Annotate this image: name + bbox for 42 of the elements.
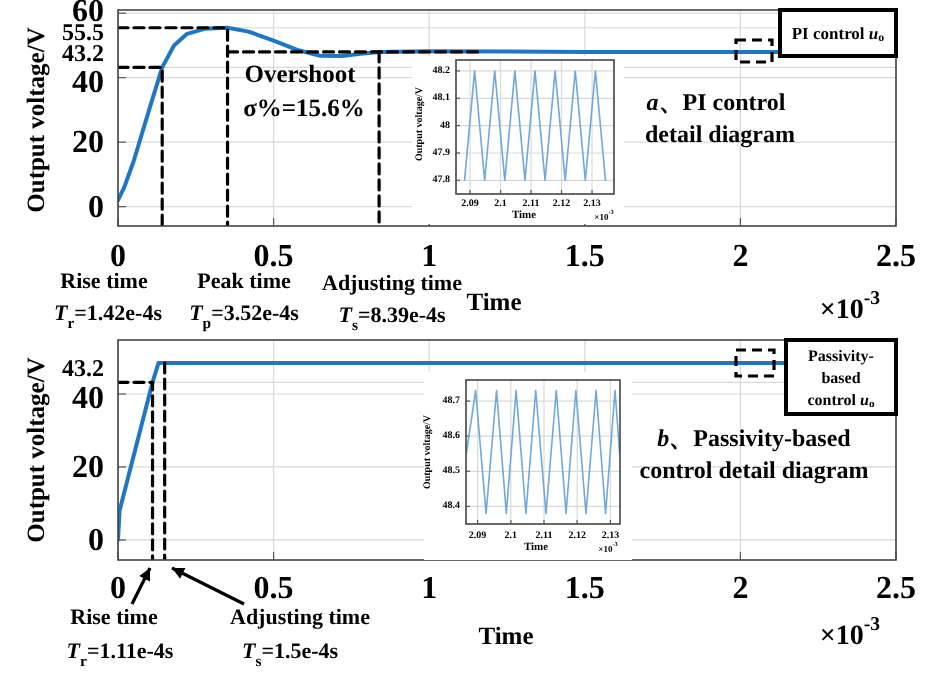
x-tick-label: 2.5 [876,239,916,273]
annotation: detail diagram [645,120,795,148]
text: T$_{s}$=8.39e-4s [338,304,447,334]
annotation: a、PI control [646,88,787,116]
y-tick-label: 20 [72,449,104,484]
annotation: Overshoot [244,60,358,88]
x-tick-label: 0.5 [253,571,294,605]
text: Adjusting time [230,606,371,630]
x-tick-label: 0.5 [253,239,294,273]
series-label: Passivity-based control u$_{o}$ [807,346,875,411]
y-tick-label: 40 [72,381,104,415]
x-tick-label: 1 [421,571,438,605]
y-axis-title: Output voltage/V [22,27,50,213]
x-axis-title: Time [478,622,535,650]
x-tick-label: 2.5 [876,571,916,605]
y-tick-label: 43.2 [62,354,104,383]
x-tick-label: 1 [421,239,438,273]
annotation: σ%=15.6% [243,94,365,122]
text: Peak time [197,270,291,294]
annotation: b、Passivity-based [657,424,852,452]
text: T$_{p}$=3.52e-4s [189,302,301,332]
x-tick-label: 2 [732,571,749,605]
y-axis-title: Output voltage/V [22,357,50,543]
annotation: control detail diagram [639,456,869,484]
x-tick-label: 1.5 [564,571,605,605]
text: Adjusting time [322,272,463,296]
series-label: PI control u$_{o}$ [791,23,885,45]
text: Rise time [70,606,158,630]
text: T$_{r}$=1.11e-4s [66,640,175,670]
text: Rise time [60,270,148,294]
x-tick-label: 1.5 [564,239,605,273]
text: T$_{s}$=1.5e-4s [241,640,340,670]
x-tick-label: 0 [110,571,126,605]
y-tick-label: 20 [72,125,104,160]
x-tick-label: 0 [110,239,126,273]
text: ×10$^{-3}$ [819,614,881,651]
x-axis-title: Time [466,288,523,316]
text: T$_{r}$=1.42e-4s [53,302,164,332]
x-tick-label: 2 [732,239,749,273]
y-tick-label: 43.2 [62,39,104,68]
y-tick-label: 40 [72,64,104,99]
text: ×10$^{-3}$ [819,288,881,325]
